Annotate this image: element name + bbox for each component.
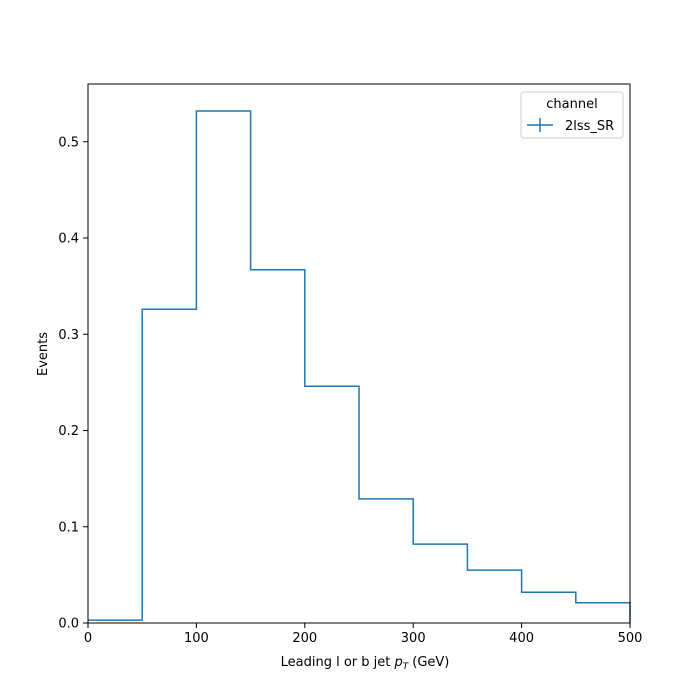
plot-area	[88, 110, 631, 623]
y-tick-label: 0.1	[58, 520, 79, 535]
x-tick-label: 0	[84, 631, 92, 646]
y-tick-label: 0.3	[58, 328, 79, 343]
legend-title: channel	[546, 97, 597, 112]
x-axis-label: Leading l or b jet pT (GeV)	[281, 655, 450, 672]
y-tick-label: 0.5	[58, 135, 79, 150]
x-tick-label: 500	[618, 631, 643, 646]
legend-entry-2lss-sr: 2lss_SR	[565, 119, 614, 134]
x-tick-label: 100	[184, 631, 209, 646]
x-tick-label: 300	[401, 631, 426, 646]
x-tick-label: 400	[509, 631, 534, 646]
y-axis-label: Events	[36, 332, 51, 376]
y-tick-label: 0.4	[58, 232, 79, 247]
x-axis-ticks: 0 100 200 300 400 500	[84, 623, 643, 646]
x-axis-label-math: p	[394, 655, 403, 670]
legend-box	[520, 91, 624, 139]
y-tick-label: 0.2	[58, 424, 79, 439]
axes-frame	[87, 83, 631, 624]
x-axis-label-math-sub: T	[403, 662, 410, 672]
y-tick-label: 0.0	[58, 617, 79, 632]
legend: channel 2lss_SR	[520, 91, 624, 139]
x-tick-label: 200	[292, 631, 317, 646]
x-axis-label-unit: (GeV)	[412, 655, 449, 670]
series-step-line-2lss-sr	[88, 110, 631, 623]
x-axis-label-text: Leading l or b jet	[281, 655, 391, 670]
y-axis-ticks: 0.0 0.1 0.2 0.3 0.4 0.5	[58, 135, 88, 632]
